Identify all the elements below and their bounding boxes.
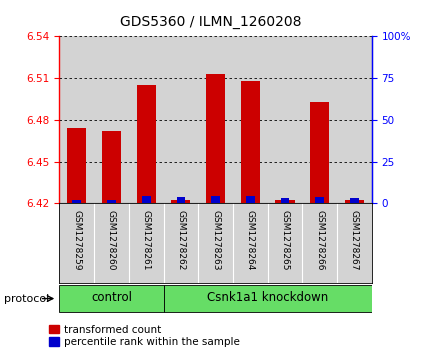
Bar (176, 197, 185, 203)
Text: GSM1278264: GSM1278264 (246, 210, 255, 270)
Text: GSM1278261: GSM1278261 (142, 210, 150, 270)
Text: GSM1278265: GSM1278265 (281, 210, 290, 270)
Text: GSM1278266: GSM1278266 (315, 210, 324, 270)
Text: control: control (91, 291, 132, 305)
Bar (137, 85, 156, 203)
Bar (142, 196, 150, 203)
Bar (310, 102, 329, 203)
Bar (102, 131, 121, 203)
Text: GSM1278262: GSM1278262 (176, 210, 185, 270)
Text: GSM1278259: GSM1278259 (72, 210, 81, 270)
Text: GSM1278263: GSM1278263 (211, 210, 220, 270)
Bar (350, 199, 359, 203)
Text: Csnk1a1 knockdown: Csnk1a1 knockdown (207, 291, 328, 305)
Bar (315, 197, 324, 203)
FancyBboxPatch shape (164, 285, 372, 313)
Bar (241, 81, 260, 203)
Bar (275, 200, 294, 203)
Bar (206, 74, 225, 203)
FancyBboxPatch shape (59, 285, 164, 313)
Text: GDS5360 / ILMN_1260208: GDS5360 / ILMN_1260208 (121, 15, 302, 29)
Bar (211, 196, 220, 203)
Bar (73, 200, 81, 203)
Text: GSM1278267: GSM1278267 (350, 210, 359, 270)
Bar (345, 200, 364, 203)
Text: protocol: protocol (4, 294, 50, 303)
Bar (171, 200, 191, 203)
Bar (107, 200, 116, 203)
Bar (67, 128, 86, 203)
Legend: transformed count, percentile rank within the sample: transformed count, percentile rank withi… (49, 325, 240, 347)
Bar (246, 196, 255, 203)
Text: GSM1278260: GSM1278260 (107, 210, 116, 270)
Bar (281, 199, 290, 203)
